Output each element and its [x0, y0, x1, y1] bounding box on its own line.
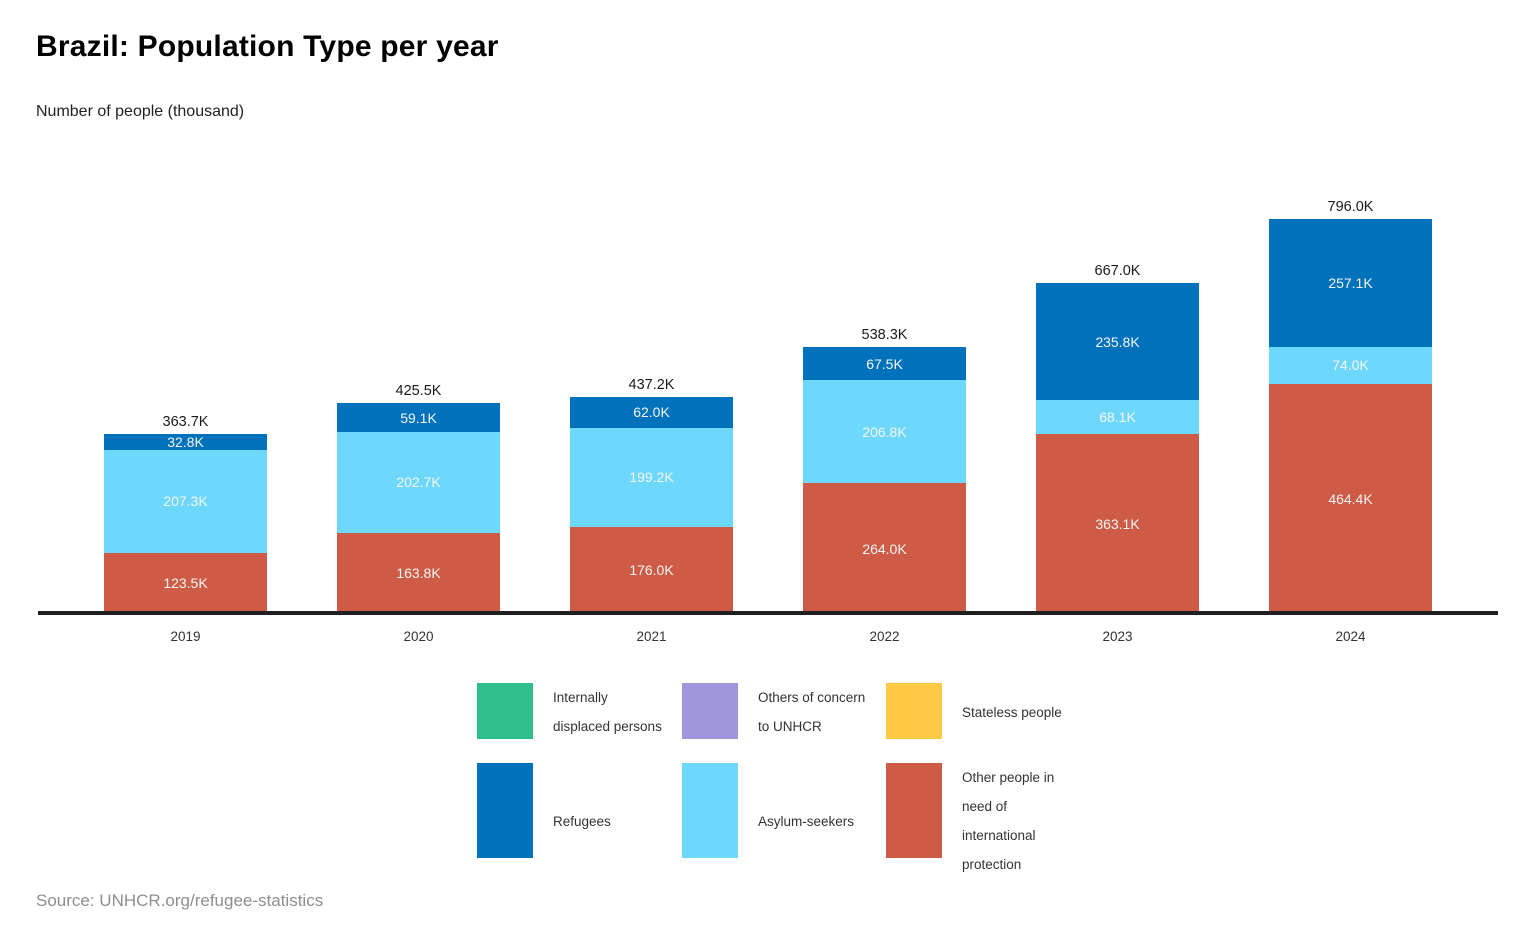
- legend-swatch-others-of-concern-to-unhcr: [682, 683, 738, 739]
- chart-title: Brazil: Population Type per year: [36, 30, 499, 63]
- segment-value-label: 74.0K: [1332, 357, 1369, 374]
- legend-item-asylum-seekers: Asylum-seekers: [682, 763, 886, 879]
- segment-asylum-seekers: 68.1K: [1036, 400, 1199, 434]
- segment-other-people: 363.1K: [1036, 433, 1199, 614]
- segment-asylum-seekers: 202.7K: [337, 432, 500, 533]
- legend-swatch-asylum-seekers: [682, 763, 738, 858]
- x-axis-label-2023: 2023: [1102, 629, 1133, 644]
- x-axis-label-2019: 2019: [170, 629, 201, 644]
- legend-label-other-people-in-need-of-international-protection: Other people in need of international pr…: [962, 770, 1055, 872]
- segment-value-label: 199.2K: [629, 469, 674, 486]
- legend-label-asylum-seekers: Asylum-seekers: [758, 813, 855, 829]
- chart-subtitle: Number of people (thousand): [36, 103, 245, 120]
- bar-total-label: 538.3K: [861, 326, 908, 343]
- segment-other-people: 176.0K: [570, 526, 733, 614]
- bar-total-label: 437.2K: [628, 377, 675, 394]
- x-axis-label-2024: 2024: [1335, 629, 1366, 644]
- legend-swatch-stateless-people: [886, 683, 942, 739]
- x-axis-label-2020: 2020: [403, 629, 434, 644]
- legend-item-refugees: Refugees: [477, 763, 682, 879]
- legend-label-others-of-concern-to-unhcr: Others of concern to UNHCR: [758, 690, 866, 734]
- segment-value-label: 123.5K: [163, 575, 208, 592]
- legend-item-others-of-concern-to-unhcr: Others of concern to UNHCR: [682, 683, 886, 741]
- segment-refugees: 257.1K: [1269, 219, 1432, 347]
- bar-total-label: 796.0K: [1327, 199, 1374, 216]
- segment-other-people: 163.8K: [337, 532, 500, 614]
- segment-value-label: 67.5K: [866, 355, 903, 372]
- source-note: Source: UNHCR.org/refugee-statistics: [36, 891, 324, 910]
- x-axis-label-2022: 2022: [869, 629, 900, 644]
- x-axis-line: [38, 611, 1498, 615]
- legend-item-stateless-people: Stateless people: [886, 683, 1146, 741]
- segment-value-label: 176.0K: [629, 562, 674, 579]
- legend-swatch-refugees: [477, 763, 533, 858]
- legend-item-other-people-in-need-of-international-protection: Other people in need of international pr…: [886, 763, 1146, 879]
- segment-other-people: 464.4K: [1269, 383, 1432, 614]
- segment-value-label: 32.8K: [167, 433, 204, 450]
- segment-value-label: 257.1K: [1328, 275, 1373, 292]
- segment-value-label: 62.0K: [633, 404, 670, 421]
- segment-asylum-seekers: 207.3K: [104, 449, 267, 553]
- segment-value-label: 235.8K: [1095, 333, 1140, 350]
- bar-total-label: 363.7K: [162, 413, 209, 430]
- legend-item-internally-displaced-persons: Internally displaced persons: [477, 683, 682, 741]
- segment-value-label: 202.7K: [396, 474, 441, 491]
- segment-value-label: 464.4K: [1328, 490, 1373, 507]
- segment-refugees: 67.5K: [803, 346, 966, 381]
- segment-value-label: 363.1K: [1095, 515, 1140, 532]
- segment-refugees: 235.8K: [1036, 283, 1199, 401]
- segment-value-label: 163.8K: [396, 565, 441, 582]
- segment-asylum-seekers: 74.0K: [1269, 346, 1432, 384]
- segment-other-people: 123.5K: [104, 552, 267, 614]
- legend-label-stateless-people: Stateless people: [962, 704, 1062, 720]
- segment-value-label: 207.3K: [163, 493, 208, 510]
- segment-refugees: 62.0K: [570, 397, 733, 428]
- legend-swatch-internally-displaced-persons: [477, 683, 533, 739]
- bar-2021: 176.0K 199.2K 62.0K 437.2K: [570, 377, 733, 614]
- legend-label-internally-displaced-persons: Internally displaced persons: [553, 690, 662, 734]
- segment-value-label: 68.1K: [1099, 408, 1136, 425]
- legend-swatch-other-people-in-need-of-international-protection: [886, 763, 942, 858]
- bar-total-label: 425.5K: [395, 382, 442, 399]
- segment-value-label: 59.1K: [400, 409, 437, 426]
- segment-refugees: 32.8K: [104, 433, 267, 450]
- legend-label-refugees: Refugees: [553, 813, 611, 829]
- chart-legend: Internally displaced persons Others of co…: [477, 683, 1146, 879]
- segment-value-label: 206.8K: [862, 423, 907, 440]
- segment-asylum-seekers: 199.2K: [570, 427, 733, 527]
- segment-refugees: 59.1K: [337, 402, 500, 433]
- segment-other-people: 264.0K: [803, 483, 966, 614]
- segment-value-label: 264.0K: [862, 540, 907, 557]
- bar-2023: 363.1K 68.1K 235.8K 667.0K: [1036, 263, 1199, 614]
- bar-2019: 123.5K 207.3K 32.8K 363.7K: [104, 414, 267, 614]
- segment-asylum-seekers: 206.8K: [803, 380, 966, 484]
- bar-total-label: 667.0K: [1094, 263, 1141, 280]
- bar-2022: 264.0K 206.8K 67.5K 538.3K: [803, 327, 966, 614]
- bar-2024: 464.4K 74.0K 257.1K 796.0K: [1269, 199, 1432, 614]
- x-axis-label-2021: 2021: [636, 629, 667, 644]
- bar-2020: 163.8K 202.7K 59.1K 425.5K: [337, 383, 500, 614]
